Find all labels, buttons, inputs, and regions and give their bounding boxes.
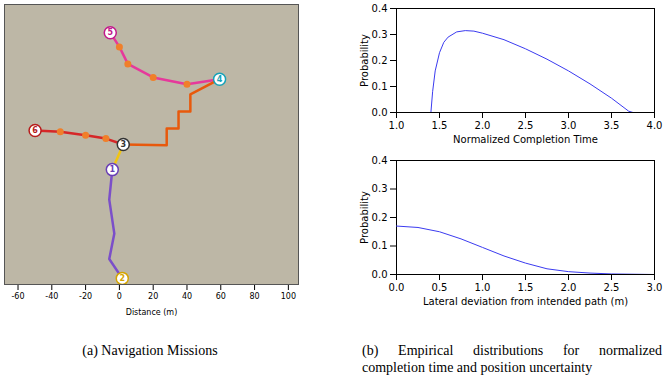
- svg-text:40: 40: [182, 292, 192, 301]
- svg-text:1.5: 1.5: [518, 282, 534, 293]
- svg-text:0.3: 0.3: [372, 29, 388, 40]
- svg-text:4.0: 4.0: [647, 120, 663, 131]
- svg-text:-40: -40: [45, 292, 58, 301]
- svg-text:3.0: 3.0: [561, 120, 577, 131]
- svg-text:20: 20: [148, 292, 158, 301]
- svg-text:100: 100: [281, 292, 296, 301]
- html-text:(b) Empirical distributions fo: (b) Empirical distributions for normaliz…: [362, 343, 662, 375]
- svg-text:2.0: 2.0: [561, 282, 577, 293]
- svg-text:0.1: 0.1: [372, 240, 388, 251]
- svg-text:6: 6: [32, 126, 38, 135]
- svg-text:2: 2: [119, 274, 125, 283]
- svg-text:3.0: 3.0: [647, 282, 663, 293]
- svg-text:-20: -20: [79, 292, 92, 301]
- svg-text:Probability: Probability: [359, 34, 370, 87]
- svg-text:2.5: 2.5: [518, 120, 534, 131]
- svg-text:-60: -60: [11, 292, 24, 301]
- svg-text:0.4: 0.4: [372, 3, 388, 14]
- svg-text:Normalized Completion Time: Normalized Completion Time: [453, 134, 598, 145]
- svg-text:4: 4: [217, 75, 223, 84]
- svg-text:Lateral deviation from intende: Lateral deviation from intended path (m): [423, 296, 628, 307]
- svg-text:0.5: 0.5: [432, 282, 448, 293]
- svg-text:0: 0: [117, 292, 122, 301]
- svg-text:1.0: 1.0: [389, 120, 405, 131]
- svg-text:1.5: 1.5: [432, 120, 448, 131]
- svg-text:3: 3: [120, 140, 126, 149]
- svg-text:5: 5: [107, 28, 113, 37]
- svg-text:80: 80: [249, 292, 259, 301]
- svg-text:2.0: 2.0: [475, 120, 491, 131]
- svg-text:0.2: 0.2: [372, 55, 388, 66]
- svg-text:0.0: 0.0: [372, 269, 388, 280]
- svg-text:60: 60: [216, 292, 226, 301]
- svg-text:0.1: 0.1: [372, 81, 388, 92]
- svg-text:Distance (m): Distance (m): [126, 308, 178, 317]
- svg-text:0.3: 0.3: [372, 183, 388, 194]
- svg-text:2.5: 2.5: [604, 282, 620, 293]
- svg-text:1: 1: [110, 165, 116, 174]
- svg-text:1.0: 1.0: [475, 282, 491, 293]
- html-text:(a) Navigation Missions: (a) Navigation Missions: [82, 343, 218, 358]
- svg-text:Probability: Probability: [359, 191, 370, 244]
- svg-text:0.0: 0.0: [372, 107, 388, 118]
- svg-text:0.2: 0.2: [372, 212, 388, 223]
- svg-text:3.5: 3.5: [604, 120, 620, 131]
- svg-text:0.4: 0.4: [372, 155, 388, 166]
- svg-text:0.0: 0.0: [389, 282, 405, 293]
